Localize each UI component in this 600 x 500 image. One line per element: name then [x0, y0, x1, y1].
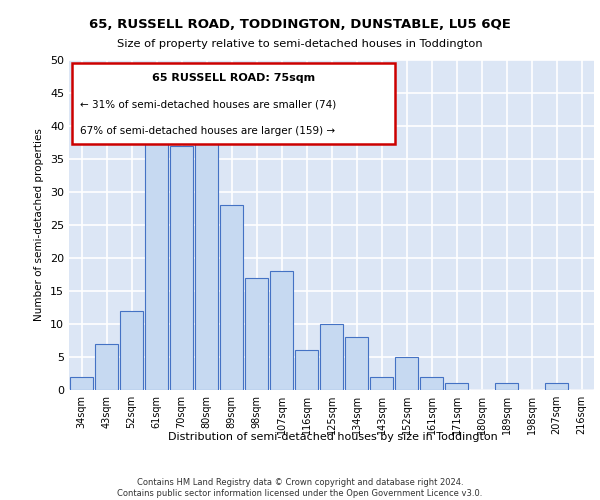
Bar [95, 344, 118, 390]
Bar [195, 113, 218, 390]
Bar [170, 146, 193, 390]
Bar [545, 384, 568, 390]
Text: 67% of semi-detached houses are larger (159) →: 67% of semi-detached houses are larger (… [79, 126, 335, 136]
Y-axis label: Number of semi-detached properties: Number of semi-detached properties [34, 128, 44, 322]
Bar [270, 271, 293, 390]
Text: Contains HM Land Registry data © Crown copyright and database right 2024.
Contai: Contains HM Land Registry data © Crown c… [118, 478, 482, 498]
Bar [345, 337, 368, 390]
Bar [445, 384, 468, 390]
Bar [395, 357, 418, 390]
FancyBboxPatch shape [71, 64, 395, 144]
Text: 65 RUSSELL ROAD: 75sqm: 65 RUSSELL ROAD: 75sqm [151, 73, 314, 83]
Bar [495, 384, 518, 390]
Bar [70, 377, 93, 390]
Bar [220, 205, 243, 390]
Bar [295, 350, 318, 390]
Bar [120, 311, 143, 390]
Bar [370, 377, 393, 390]
Bar [420, 377, 443, 390]
Bar [320, 324, 343, 390]
Text: Size of property relative to semi-detached houses in Toddington: Size of property relative to semi-detach… [117, 39, 483, 49]
Text: ← 31% of semi-detached houses are smaller (74): ← 31% of semi-detached houses are smalle… [79, 100, 336, 110]
Bar [245, 278, 268, 390]
Text: 65, RUSSELL ROAD, TODDINGTON, DUNSTABLE, LU5 6QE: 65, RUSSELL ROAD, TODDINGTON, DUNSTABLE,… [89, 18, 511, 30]
Bar [145, 132, 168, 390]
Text: Distribution of semi-detached houses by size in Toddington: Distribution of semi-detached houses by … [168, 432, 498, 442]
